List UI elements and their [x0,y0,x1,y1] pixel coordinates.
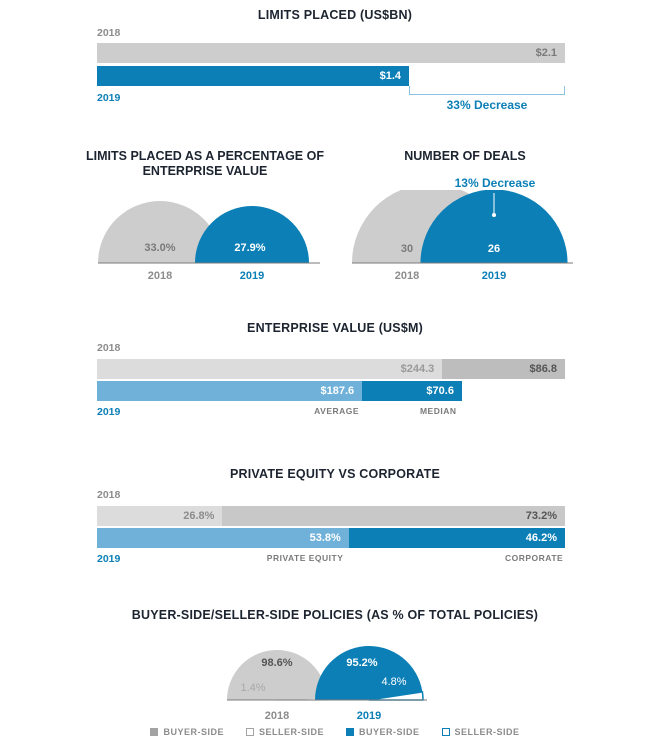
chart-title-number-of-deals: NUMBER OF DEALS [404,149,526,163]
deals-decrease-annotation: 13% Decrease [454,176,536,190]
bar-ev-median-2018: $86.8 [442,359,565,379]
semicircle-2018 [98,201,222,263]
chart-title-limits-placed: LIMITS PLACED (US$BN) [257,8,413,22]
bar-corporate-2019: 46.2% [348,528,565,548]
semicircle-2019-buyer-side [315,646,423,700]
bar-value-label: $187.6 [320,385,355,397]
buyer-value-2019: 95.2% [346,657,377,669]
semicircle-value-2019: 27.9% [234,242,265,254]
legend-item-seller-side-2019: SELLER-SIDE [441,727,520,737]
year-label-2019: 2019 [97,406,121,418]
legend-item-seller-side-2018: SELLER-SIDE [245,727,324,737]
annotation-pointer-dot [492,213,496,217]
seller-value-2018: 1.4% [240,682,265,694]
decrease-annotation: 33% Decrease [446,98,528,112]
semicircle-year-2019: 2019 [357,710,381,722]
semicircle-2019 [194,205,310,263]
legend-swatch [346,728,354,736]
bar-limits-2019: $1.4 [97,66,409,86]
legend-item-buyer-side-2019: BUYER-SIDE [346,727,420,737]
series-label-private-equity: PRIVATE EQUITY [266,553,344,563]
bar-value-label: 46.2% [525,532,557,544]
semicircle-value-2019: 26 [488,243,500,255]
bar-ev-median-2019: $70.6 [362,381,462,401]
decrease-bracket [409,86,565,95]
bar-private-equity-2019: 53.8% [97,528,349,548]
legend-item-buyer-side-2018: BUYER-SIDE [150,727,224,737]
chart-title-enterprise-value: ENTERPRISE VALUE (US$M) [247,321,423,335]
year-label-2018: 2018 [97,342,121,354]
semicircle-year-2019: 2019 [482,270,506,282]
year-label-2018: 2018 [97,489,121,501]
series-label-corporate: CORPORATE [505,553,564,563]
bar-value-label: $86.8 [529,363,557,375]
semicircle-value-2018: 33.0% [144,242,175,254]
bar-value-label: 53.8% [309,532,341,544]
series-label-median: MEDIAN [419,406,457,416]
legend-label: BUYER-SIDE [163,727,224,737]
legend-label: SELLER-SIDE [454,727,520,737]
year-label-2019: 2019 [97,92,121,104]
semicircle-year-2018: 2018 [395,270,419,282]
semicircle-2018-buyer-side [227,650,327,700]
legend-label: SELLER-SIDE [258,727,324,737]
bar-value-label: $244.3 [400,363,435,375]
bar-corporate-2018: 73.2% [222,506,565,526]
chart-title-buyer-seller: BUYER-SIDE/SELLER-SIDE POLICIES (AS % OF… [131,608,539,622]
bar-ev-average-2018: $244.3 [97,359,443,379]
legend: BUYER-SIDE SELLER-SIDE BUYER-SIDE SELLER… [0,727,670,737]
legend-swatch [150,728,159,736]
semicircle-year-2018: 2018 [148,270,172,282]
chart-title-limits-percentage: LIMITS PLACED AS A PERCENTAGE OF ENTERPR… [86,149,324,178]
semicircle-value-2018: 30 [401,243,413,255]
year-label-2019: 2019 [97,553,121,565]
bar-value-label: $1.4 [379,70,401,82]
legend-label: BUYER-SIDE [359,727,420,737]
bar-limits-2018: $2.1 [97,43,565,63]
semicircle-year-2018: 2018 [265,710,289,722]
legend-swatch [441,728,450,736]
semicircle-2019 [420,190,568,263]
semicircle-chart-number-of-deals: 30 26 2018 2019 [352,190,573,282]
bar-value-label: 73.2% [525,510,557,522]
chart-title-pe-vs-corporate: PRIVATE EQUITY VS CORPORATE [229,467,441,481]
semicircle-year-2019: 2019 [240,270,264,282]
bar-private-equity-2018: 26.8% [97,506,223,526]
legend-swatch [245,728,254,736]
year-label-2018: 2018 [97,27,121,39]
bar-ev-average-2019: $187.6 [97,381,363,401]
seller-value-2019: 4.8% [381,676,406,688]
semicircle-chart-buyer-seller: 98.6% 1.4% 95.2% 4.8% 2018 2019 [227,646,427,722]
bar-value-label: 26.8% [183,510,215,522]
bar-value-label: $2.1 [535,47,557,59]
bar-value-label: $70.6 [426,385,454,397]
semicircle-chart-limits-percentage: 33.0% 27.9% 2018 2019 [98,201,320,282]
series-label-average: AVERAGE [314,406,360,416]
buyer-value-2018: 98.6% [261,657,292,669]
